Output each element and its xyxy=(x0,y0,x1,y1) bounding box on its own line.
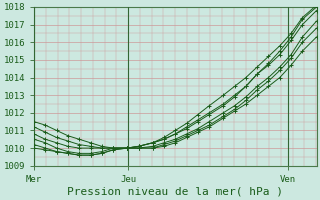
X-axis label: Pression niveau de la mer( hPa ): Pression niveau de la mer( hPa ) xyxy=(67,187,283,197)
